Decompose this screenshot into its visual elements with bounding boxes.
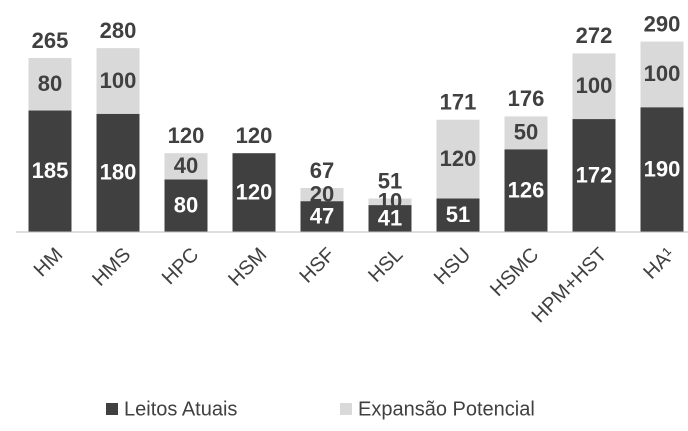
bar-segment bbox=[504, 149, 548, 232]
total-label: 120 bbox=[168, 123, 205, 148]
total-label: 171 bbox=[440, 90, 477, 115]
value-label: 185 bbox=[32, 158, 69, 183]
total-label: 272 bbox=[576, 23, 613, 48]
total-label: 51 bbox=[378, 168, 402, 193]
x-tick-label: HA¹ bbox=[639, 243, 679, 283]
bar-segment bbox=[640, 41, 684, 108]
x-tick-label: HSMC bbox=[486, 244, 543, 301]
value-label: 20 bbox=[310, 181, 334, 206]
total-label: 280 bbox=[100, 18, 137, 43]
bar-segment bbox=[436, 119, 480, 199]
bar-segment bbox=[164, 179, 208, 232]
total-label: 67 bbox=[310, 158, 334, 183]
value-label: 40 bbox=[174, 153, 198, 178]
x-tick-label: HSL bbox=[364, 244, 407, 287]
legend-swatch bbox=[340, 403, 352, 415]
x-tick-label: HPC bbox=[158, 244, 203, 289]
x-tick-label: HSM bbox=[224, 244, 271, 291]
legend-label: Leitos Atuais bbox=[124, 398, 237, 420]
value-label: 120 bbox=[440, 146, 477, 171]
total-label: 265 bbox=[32, 28, 69, 53]
bar-segment bbox=[300, 188, 344, 202]
value-label: 80 bbox=[38, 71, 62, 96]
value-label: 47 bbox=[310, 203, 334, 228]
bar-segment bbox=[368, 198, 412, 206]
bar-segment bbox=[572, 119, 616, 232]
bar-segment bbox=[572, 53, 616, 120]
value-label: 120 bbox=[236, 179, 273, 204]
value-label: 100 bbox=[100, 68, 137, 93]
value-label: 80 bbox=[174, 193, 198, 218]
value-label: 41 bbox=[378, 205, 402, 230]
bar-segment bbox=[96, 48, 140, 114]
bar-segment bbox=[232, 153, 276, 232]
value-label: 126 bbox=[508, 177, 545, 202]
value-label: 50 bbox=[514, 120, 538, 145]
bar-segment bbox=[300, 201, 344, 232]
value-label: 10 bbox=[378, 189, 402, 214]
bar-segment bbox=[96, 113, 140, 232]
x-tick-label: HSF bbox=[295, 244, 339, 288]
legend-label: Expansão Potencial bbox=[358, 398, 535, 420]
value-label: 100 bbox=[644, 61, 681, 86]
bar-segment bbox=[504, 116, 548, 150]
value-label: 190 bbox=[644, 156, 681, 181]
x-tick-label: HM bbox=[30, 244, 68, 282]
value-label: 172 bbox=[576, 162, 613, 187]
total-label: 290 bbox=[644, 11, 681, 36]
bar-segment bbox=[368, 205, 412, 232]
value-label: 51 bbox=[446, 202, 470, 227]
bar-segment bbox=[436, 198, 480, 232]
x-tick-label: HSU bbox=[430, 244, 475, 289]
total-label: 176 bbox=[508, 86, 545, 111]
bar-segment bbox=[164, 153, 208, 180]
x-tick-label: HMS bbox=[88, 244, 135, 291]
bar-segment bbox=[28, 110, 72, 232]
x-tick-label: HPM+HST bbox=[528, 244, 612, 328]
bar-segment bbox=[28, 57, 72, 111]
value-label: 100 bbox=[576, 73, 613, 98]
value-label: 180 bbox=[100, 160, 137, 185]
legend-swatch bbox=[106, 403, 118, 415]
bar-segment bbox=[640, 107, 684, 232]
total-label: 120 bbox=[236, 123, 273, 148]
